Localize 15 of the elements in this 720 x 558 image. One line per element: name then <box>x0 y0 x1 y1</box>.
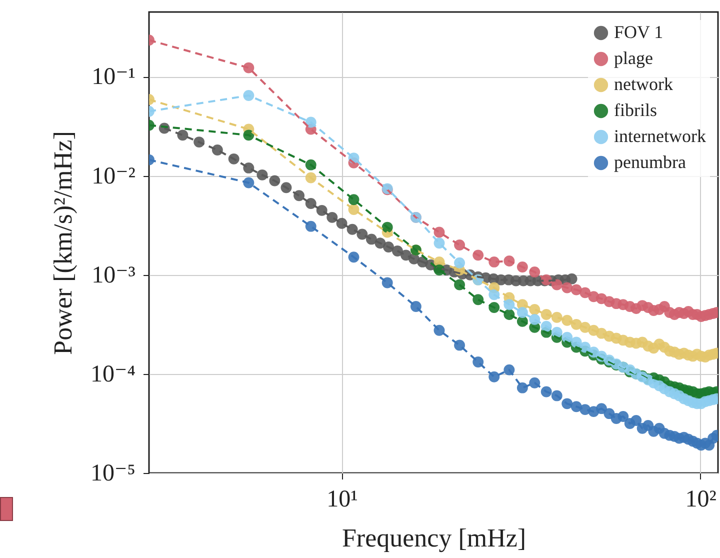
legend-label: penumbra <box>614 152 686 172</box>
legend-label: network <box>614 74 673 94</box>
y-tick-label: 10⁻³ <box>92 262 136 288</box>
y-tick-label: 10⁻⁴ <box>90 361 136 388</box>
legend-label: internetwork <box>614 126 706 146</box>
x-tick-label: 10² <box>685 486 716 512</box>
legend-label: plage <box>614 48 653 68</box>
y-tick-label: 10⁻⁵ <box>90 460 136 486</box>
legend-label: FOV 1 <box>614 22 664 42</box>
y-axis-title: Power [(km/s)²/mHz] <box>48 131 78 355</box>
x-tick-label: 10¹ <box>326 486 358 512</box>
legend-label: fibrils <box>614 100 657 120</box>
y-tick-label: 10⁻² <box>92 163 136 190</box>
y-tick-label: 10⁻¹ <box>92 64 136 90</box>
x-axis-title: Frequency [mHz] <box>342 524 526 552</box>
